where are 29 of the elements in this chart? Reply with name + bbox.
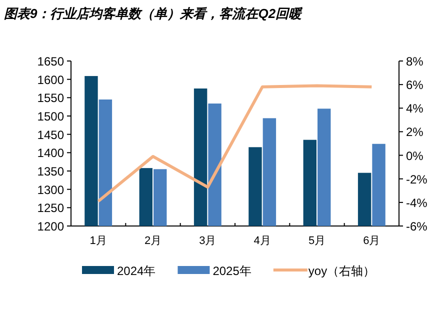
legend-label: 2024年 (117, 264, 156, 278)
x-tick-label: 2月 (144, 235, 162, 247)
y2-tick-label: -4% (406, 196, 428, 210)
x-tick-label: 1月 (90, 235, 107, 247)
x-tick-label: 5月 (308, 235, 326, 247)
y-tick-label: 1350 (37, 164, 64, 178)
y2-tick-label: 2% (406, 125, 424, 140)
y-tick-label: 1300 (37, 182, 64, 197)
y2-tick-label: 4% (406, 102, 424, 116)
y-tick-label: 1600 (37, 72, 64, 87)
y2-tick-label: 6% (406, 78, 424, 92)
x-tick-label: 3月 (199, 235, 216, 247)
y-tick-label: 1200 (37, 220, 64, 234)
y-tick-label: 1550 (37, 91, 64, 106)
y2-tick-label: 0% (406, 148, 424, 163)
y2-tick-label: 8% (406, 54, 424, 68)
y-tick-label: 1400 (37, 146, 64, 160)
y2-tick-label: -6% (406, 220, 428, 234)
legend-label: 2025年 (212, 264, 252, 278)
x-tick-label: 4月 (254, 235, 271, 247)
legend-label: yoy（右轴） (308, 264, 376, 278)
y-tick-label: 1650 (37, 54, 64, 68)
y-tick-label: 1250 (37, 201, 64, 216)
y-tick-label: 1450 (37, 128, 64, 142)
y-tick-label: 1500 (37, 110, 64, 124)
x-tick-label: 6月 (363, 235, 380, 247)
chart-title: 图表9：行业店均客单数（单）来看，客流在Q2回暖 (4, 6, 304, 21)
line-series (96, 84, 374, 203)
y2-tick-label: -2% (406, 172, 428, 186)
